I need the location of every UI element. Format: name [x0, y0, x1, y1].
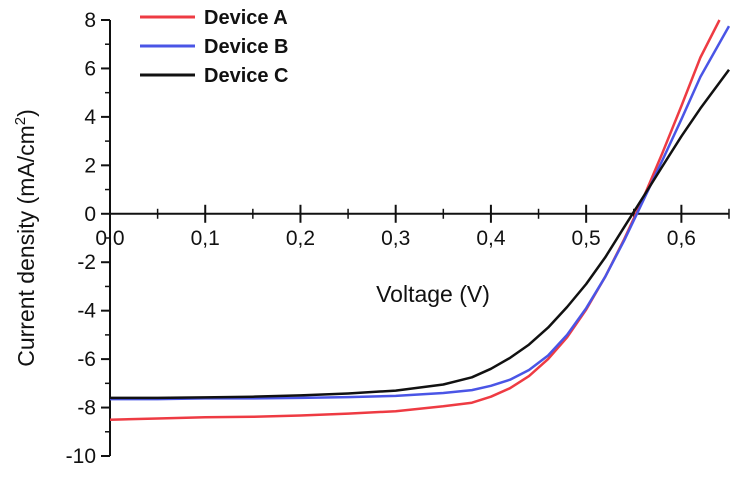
x-tick-label: 0,2	[286, 227, 315, 250]
series-line-device-b	[110, 25, 731, 401]
x-tick-label: 0,1	[191, 227, 220, 250]
x-axis-title: Voltage (V)	[376, 281, 490, 307]
y-tick-label: -4	[77, 300, 96, 323]
y-tick-label: -8	[77, 397, 96, 420]
series-line-device-c	[110, 68, 731, 400]
y-axis-title-sup: 2	[12, 117, 29, 125]
series-line-device-a	[109, 19, 721, 421]
legend: Device A Device B Device C	[140, 7, 289, 87]
y-tick-label: 8	[84, 9, 96, 32]
y-tick-label: 0	[84, 203, 96, 226]
x-tick-label: 0,6	[667, 227, 696, 250]
y-axis: -10 -8 -6 -4 -2 0 2 4 6 8	[66, 9, 111, 468]
x-tick-label: 0,3	[381, 227, 410, 250]
y-tick-label: -2	[77, 251, 96, 274]
x-tick-label: 0,5	[572, 227, 601, 250]
y-tick-label: 2	[84, 154, 96, 177]
y-tick-label: 6	[84, 57, 96, 80]
y-axis-title-tail: )	[13, 109, 39, 117]
legend-label: Device A	[204, 7, 288, 29]
x-tick-label: 0,4	[476, 227, 506, 250]
y-axis-title: Current density (mA/cm2)	[12, 109, 39, 367]
y-axis-title-main: Current density (mA/cm	[13, 125, 39, 367]
y-tick-label: -10	[66, 445, 96, 468]
legend-label: Device B	[204, 36, 289, 58]
y-tick-label: -6	[77, 348, 96, 371]
series-lines	[109, 19, 731, 421]
y-tick-label: 4	[84, 106, 96, 129]
legend-label: Device C	[204, 65, 289, 87]
